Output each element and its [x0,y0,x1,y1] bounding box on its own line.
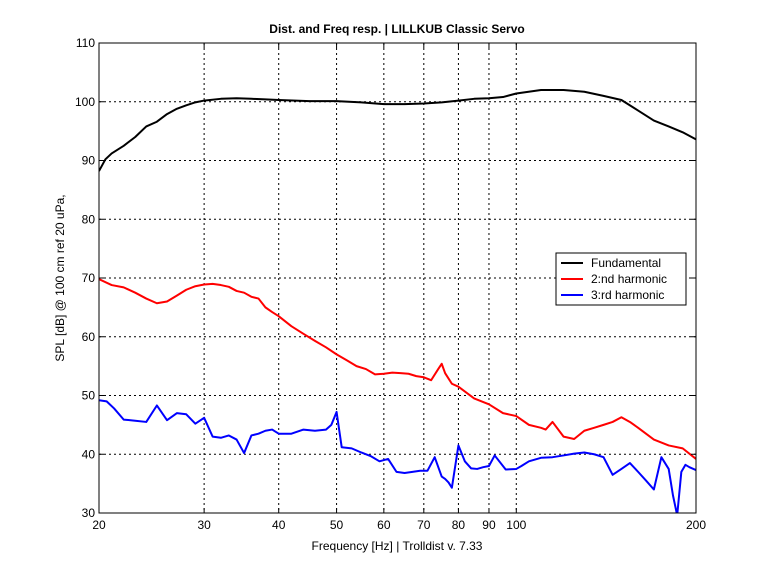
y-tick-label: 50 [82,389,96,403]
series-line-2-nd-harmonic [99,278,696,460]
x-tick-label: 30 [197,518,211,532]
legend-label-2-nd-harmonic: 2:nd harmonic [591,272,667,286]
x-tick-label: 70 [417,518,431,532]
y-tick-label: 60 [82,330,96,344]
x-tick-label: 20 [92,518,106,532]
ticks: 20 30 40 50 60 70 80 90 100 200304050607080901001… [75,36,706,532]
legend-label-3-rd-harmonic: 3:rd harmonic [591,288,664,302]
y-tick-label: 30 [82,506,96,520]
legend-label-fundamental: Fundamental [591,256,661,270]
y-tick-label: 70 [82,271,96,285]
x-tick-label: 100 [506,518,526,532]
x-tick-label: 200 [686,518,706,532]
x-tick-label: 90 [482,518,496,532]
x-axis-label: Frequency [Hz] | Trolldist v. 7.33 [312,539,483,553]
y-tick-label: 90 [82,154,96,168]
x-tick-label: 40 [272,518,286,532]
y-tick-label: 110 [76,36,95,50]
x-tick-label: 50 [330,518,344,532]
series-line-3-rd-harmonic [99,399,696,513]
y-tick-label: 80 [82,212,96,226]
x-tick-label: 60 [377,518,391,532]
y-tick-label: 100 [75,95,95,109]
series-layer [99,89,696,513]
grid [99,43,696,513]
y-axis-label: SPL [dB] @ 100 cm ref 20 uPa, [53,194,67,361]
y-tick-label: 40 [82,447,96,461]
x-tick-label: 80 [452,518,466,532]
series-line-fundamental [99,89,696,172]
legend: Fundamental 2:nd harmonic 3:rd harmonic [555,252,687,306]
chart-title: Dist. and Freq resp. | LILLKUB Classic S… [269,22,524,36]
